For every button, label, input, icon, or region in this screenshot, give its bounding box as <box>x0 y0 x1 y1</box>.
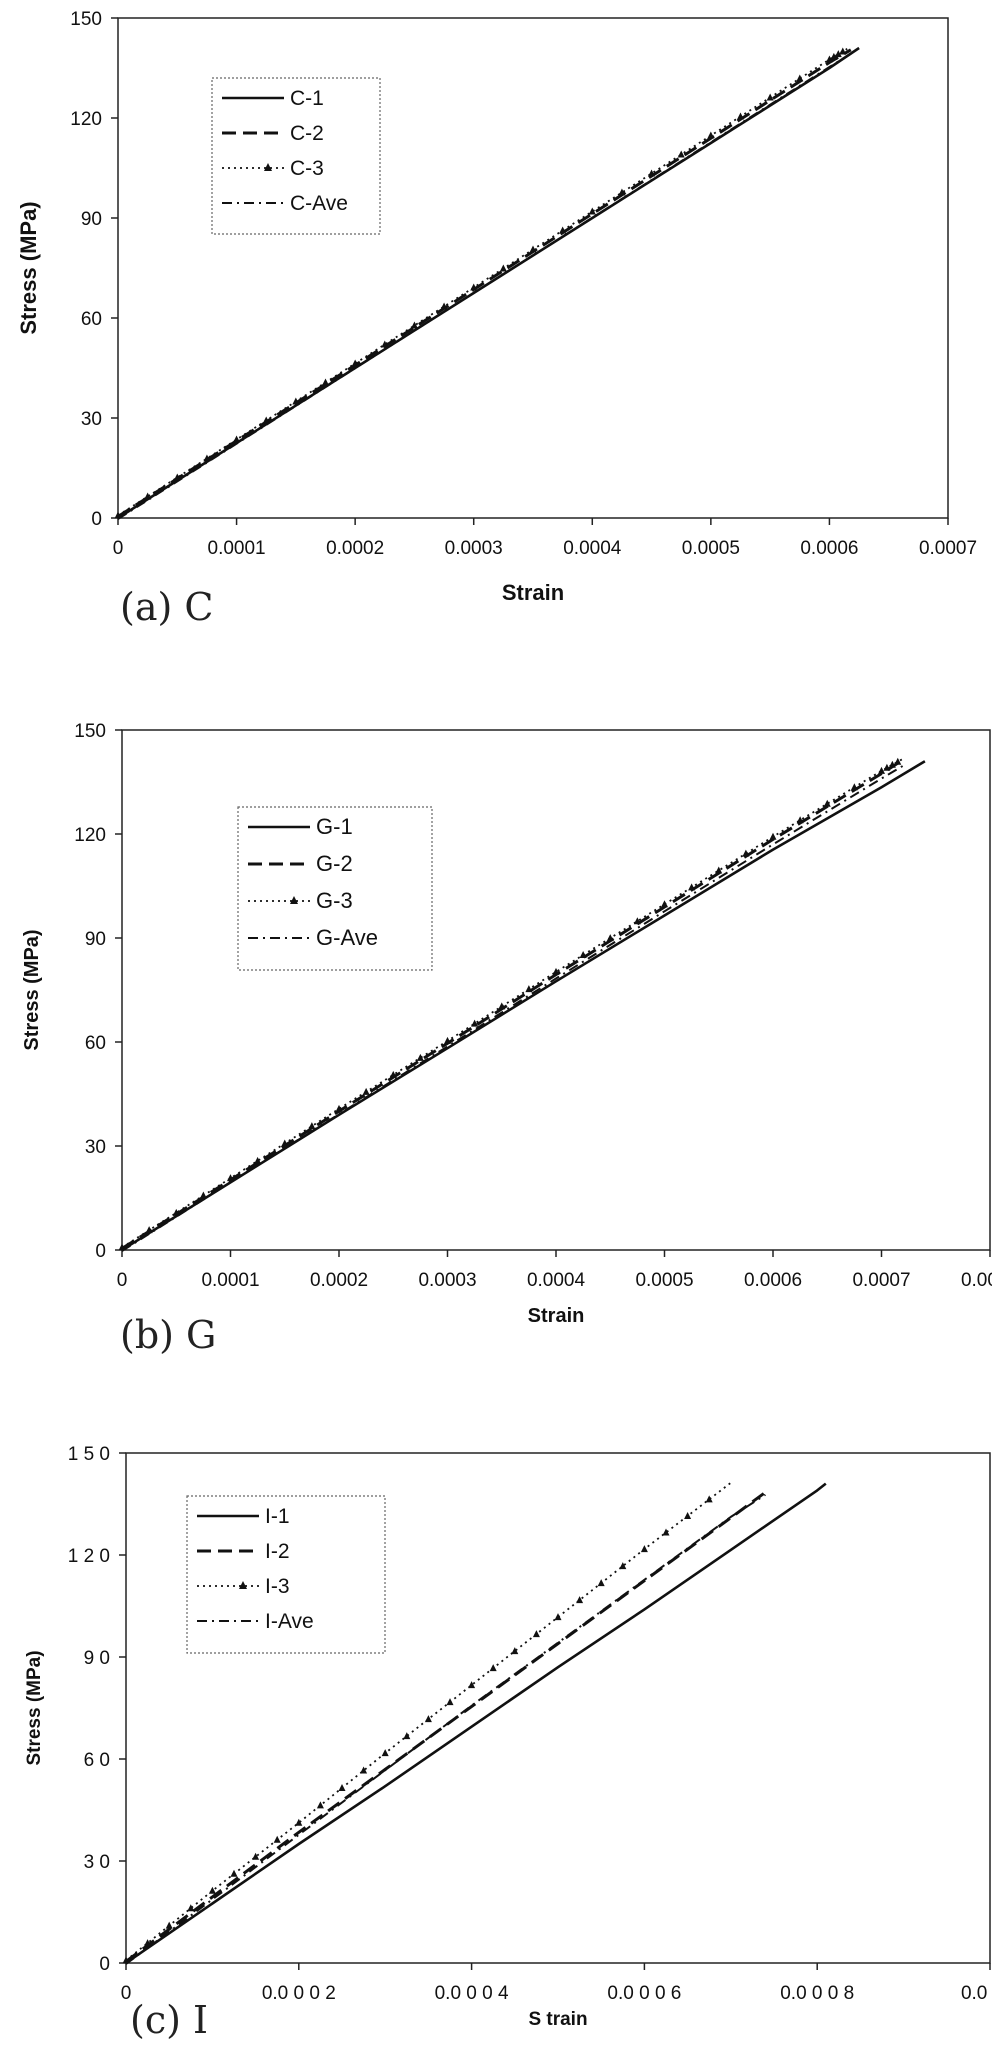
x-tick-label: 0.0 0 1 <box>961 1983 992 2004</box>
x-tick-label: 0.0004 <box>563 538 622 559</box>
y-tick-label: 1 2 0 <box>68 1546 110 1567</box>
y-tick-label: 6 0 <box>84 1750 110 1771</box>
chart-panel-c: 0 0.0001 0.0002 0.0003 0.0004 0.0005 0.0006 0.0… <box>0 0 992 690</box>
y-axis-label: Stress (MPa) <box>16 201 41 334</box>
legend-label: C-1 <box>290 87 324 110</box>
x-tick-label: 0.0004 <box>527 1270 586 1291</box>
legend-label: G-Ave <box>316 925 378 950</box>
legend-label: I-3 <box>265 1575 290 1598</box>
y-tick-label: 3 0 <box>84 1852 110 1873</box>
legend-label: I-2 <box>265 1540 290 1563</box>
x-tick-label: 0.0008 <box>961 1270 992 1291</box>
chart-caption: (a) C <box>120 585 213 629</box>
x-tick-label: 0.0005 <box>682 538 740 559</box>
x-tick-label: 0.0 0 0 6 <box>607 1983 681 2004</box>
x-tick-label: 0.0 0 0 4 <box>435 1983 509 2004</box>
y-tick-label: 60 <box>81 309 102 330</box>
legend-label: C-Ave <box>290 192 348 215</box>
chart-panel-g: 0 0.0001 0.0002 0.0003 0.0004 0.0005 0.0006 0.0… <box>0 690 992 1380</box>
y-tick-label: 150 <box>70 9 102 30</box>
x-axis-label: S train <box>528 2009 587 2030</box>
y-axis-label: Stress (MPa) <box>21 929 43 1050</box>
y-axis-label: Stress (MPa) <box>24 1650 45 1765</box>
x-tick-label: 0.0002 <box>310 1270 368 1291</box>
y-tick-label: 9 0 <box>84 1648 110 1669</box>
legend-label: G-3 <box>316 888 353 913</box>
x-tick-label: 0.0003 <box>445 538 503 559</box>
x-tick-label: 0.0007 <box>919 538 977 559</box>
y-tick-label: 30 <box>81 409 102 430</box>
chart-panel-i: 0 0.0 0 0 2 0.0 0 0 4 0.0 0 0 6 0.0 0 0 8 0.0… <box>0 1380 992 2071</box>
x-tick-label: 0.0001 <box>208 538 266 559</box>
y-tick-label: 60 <box>85 1033 106 1054</box>
x-axis-label: Strain <box>528 1305 585 1327</box>
x-tick-label: 0.0003 <box>418 1270 476 1291</box>
x-tick-label: 0.0005 <box>635 1270 693 1291</box>
x-tick-label: 0.0006 <box>744 1270 802 1291</box>
x-tick-label: 0 <box>113 538 124 559</box>
y-tick-label: 120 <box>70 109 102 130</box>
x-tick-label: 0.0001 <box>201 1270 259 1291</box>
y-tick-label: 0 <box>95 1241 106 1262</box>
chart-svg: 0 0.0 0 0 2 0.0 0 0 4 0.0 0 0 6 0.0 0 0 8 0.0… <box>0 1380 992 2071</box>
y-tick-label: 30 <box>85 1137 106 1158</box>
legend-label: C-2 <box>290 122 324 145</box>
x-tick-label: 0.0 0 0 8 <box>780 1983 854 2004</box>
x-tick-label: 0 <box>117 1270 128 1291</box>
x-tick-label: 0.0002 <box>326 538 384 559</box>
y-tick-label: 1 5 0 <box>68 1444 110 1465</box>
legend-label: G-2 <box>316 851 353 876</box>
y-tick-label: 90 <box>81 209 102 230</box>
chart-caption: (c) I <box>130 1998 208 2042</box>
chart-svg: 0 0.0001 0.0002 0.0003 0.0004 0.0005 0.0006 0.0… <box>0 690 992 1380</box>
y-tick-label: 0 <box>99 1954 110 1975</box>
y-tick-label: 90 <box>85 929 106 950</box>
legend-label: G-1 <box>316 814 353 839</box>
x-axis-label: Strain <box>502 580 564 605</box>
x-tick-label: 0.0 0 0 2 <box>262 1983 336 2004</box>
y-tick-label: 120 <box>74 825 106 846</box>
legend-label: I-1 <box>265 1505 290 1528</box>
legend-label: I-Ave <box>265 1610 314 1633</box>
legend-label: C-3 <box>290 157 324 180</box>
x-tick-label: 0.0007 <box>852 1270 910 1291</box>
chart-caption: (b) G <box>120 1313 216 1357</box>
y-tick-label: 150 <box>74 721 106 742</box>
x-tick-label: 0.0006 <box>800 538 858 559</box>
y-tick-label: 0 <box>91 509 102 530</box>
